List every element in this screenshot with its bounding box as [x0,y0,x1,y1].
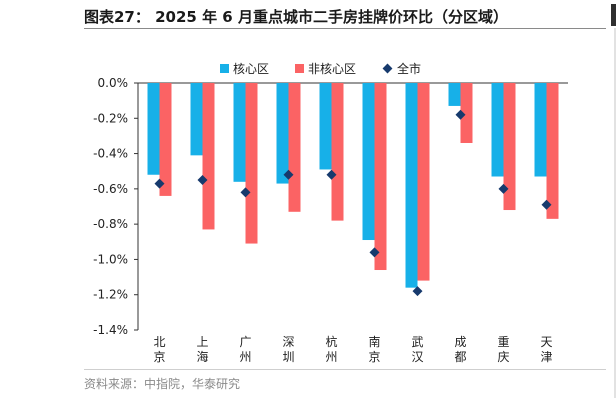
x-tick-label: 京 [153,350,165,364]
bar-core [491,83,504,177]
x-tick-label: 杭 [325,334,337,349]
bar-core [319,83,332,170]
x-tick-label: 重 [497,335,509,349]
x-tick-label: 都 [454,350,466,364]
source-divider [84,369,606,370]
legend-label-core: 核心区 [233,62,270,76]
bar-core [233,83,246,182]
marker-city [412,286,423,297]
x-tick-label: 京 [368,350,380,364]
x-tick-label: 成 [454,335,466,349]
bar-noncore [374,83,387,271]
y-tick-label: -1.4% [93,323,128,337]
marker-city [498,183,509,194]
bar-core [276,83,289,184]
bar-core [190,83,203,156]
bar-core [362,83,375,241]
bar-core [147,83,160,175]
legend-item-city: 全市 [382,60,421,77]
y-tick-label: -1.0% [93,252,128,266]
bar-core [534,83,547,177]
marker-city [369,247,380,258]
marker-city [541,199,552,210]
marker-city [240,187,251,198]
legend-item-core: 核心区 [220,60,269,77]
y-tick-label: 0.0% [98,76,129,90]
x-tick-label: 深 [282,335,294,349]
legend-swatch-noncore [295,64,305,73]
source-note: 资料来源：中指院，华泰研究 [84,377,241,391]
legend-label-noncore: 非核心区 [308,62,357,76]
bar-noncore [331,83,344,221]
legend-label-city: 全市 [397,62,422,76]
x-tick-label: 天 [540,335,552,349]
bar-noncore [417,83,430,281]
chart-title: 图表27： 2025 年 6 月重点城市二手房挂牌价环比（分区域） [84,8,508,26]
bar-core [448,83,461,106]
bar-noncore [202,83,215,230]
marker-city [197,175,208,186]
x-tick-label: 海 [196,349,208,364]
legend-item-noncore: 非核心区 [295,60,356,77]
x-tick-label: 津 [540,350,552,364]
chart-legend: 核心区 非核心区 全市 [220,60,421,77]
marker-city [154,178,165,189]
y-tick-label: -1.2% [93,288,128,302]
y-tick-label: -0.6% [93,182,128,196]
bar-noncore [288,83,301,212]
bar-noncore [503,83,516,211]
adjacent-figure-edge [611,4,616,26]
adjacent-figure-line [614,28,616,398]
bar-noncore [460,83,473,143]
x-tick-label: 圳 [282,350,294,364]
x-tick-label: 武 [411,335,423,349]
x-tick-label: 广 [239,335,251,349]
legend-swatch-core [220,64,229,73]
y-tick-label: -0.8% [93,217,128,231]
x-tick-label: 北 [153,335,165,349]
title-divider [84,28,606,29]
x-tick-label: 州 [325,350,337,364]
marker-city [283,169,294,180]
x-tick-label: 州 [239,350,251,364]
marker-city [455,109,466,120]
bar-noncore [245,83,258,244]
x-tick-label: 庆 [497,350,509,364]
x-tick-label: 南 [368,334,380,349]
marker-city [326,169,337,180]
bar-core [405,83,418,288]
x-tick-label: 上 [196,335,208,349]
bar-noncore [159,83,172,196]
y-tick-label: -0.2% [93,111,128,125]
bar-noncore [546,83,559,219]
x-tick-label: 汉 [411,350,423,364]
y-tick-label: -0.4% [93,147,128,161]
